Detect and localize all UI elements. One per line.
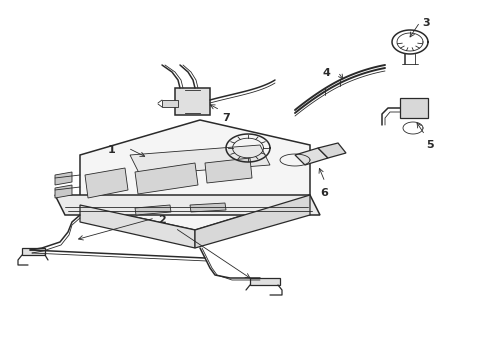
Text: 7: 7 xyxy=(222,113,230,123)
Text: 2: 2 xyxy=(158,215,166,225)
Polygon shape xyxy=(190,203,226,212)
Text: 4: 4 xyxy=(322,68,330,78)
Polygon shape xyxy=(130,145,270,175)
Text: 1: 1 xyxy=(108,145,116,155)
Polygon shape xyxy=(55,195,320,215)
Text: 3: 3 xyxy=(422,18,430,28)
Polygon shape xyxy=(135,205,171,215)
Polygon shape xyxy=(175,88,210,115)
Polygon shape xyxy=(318,143,346,158)
Polygon shape xyxy=(80,205,195,248)
Polygon shape xyxy=(135,163,198,194)
Polygon shape xyxy=(205,158,252,183)
Text: 6: 6 xyxy=(320,188,328,198)
Polygon shape xyxy=(250,278,280,285)
Polygon shape xyxy=(55,172,72,185)
Polygon shape xyxy=(80,120,310,230)
Text: 5: 5 xyxy=(426,140,434,150)
Polygon shape xyxy=(295,148,328,165)
Polygon shape xyxy=(162,100,178,107)
Polygon shape xyxy=(22,248,45,255)
Polygon shape xyxy=(400,98,428,118)
Polygon shape xyxy=(55,185,72,198)
Polygon shape xyxy=(195,195,310,248)
Polygon shape xyxy=(85,168,128,198)
